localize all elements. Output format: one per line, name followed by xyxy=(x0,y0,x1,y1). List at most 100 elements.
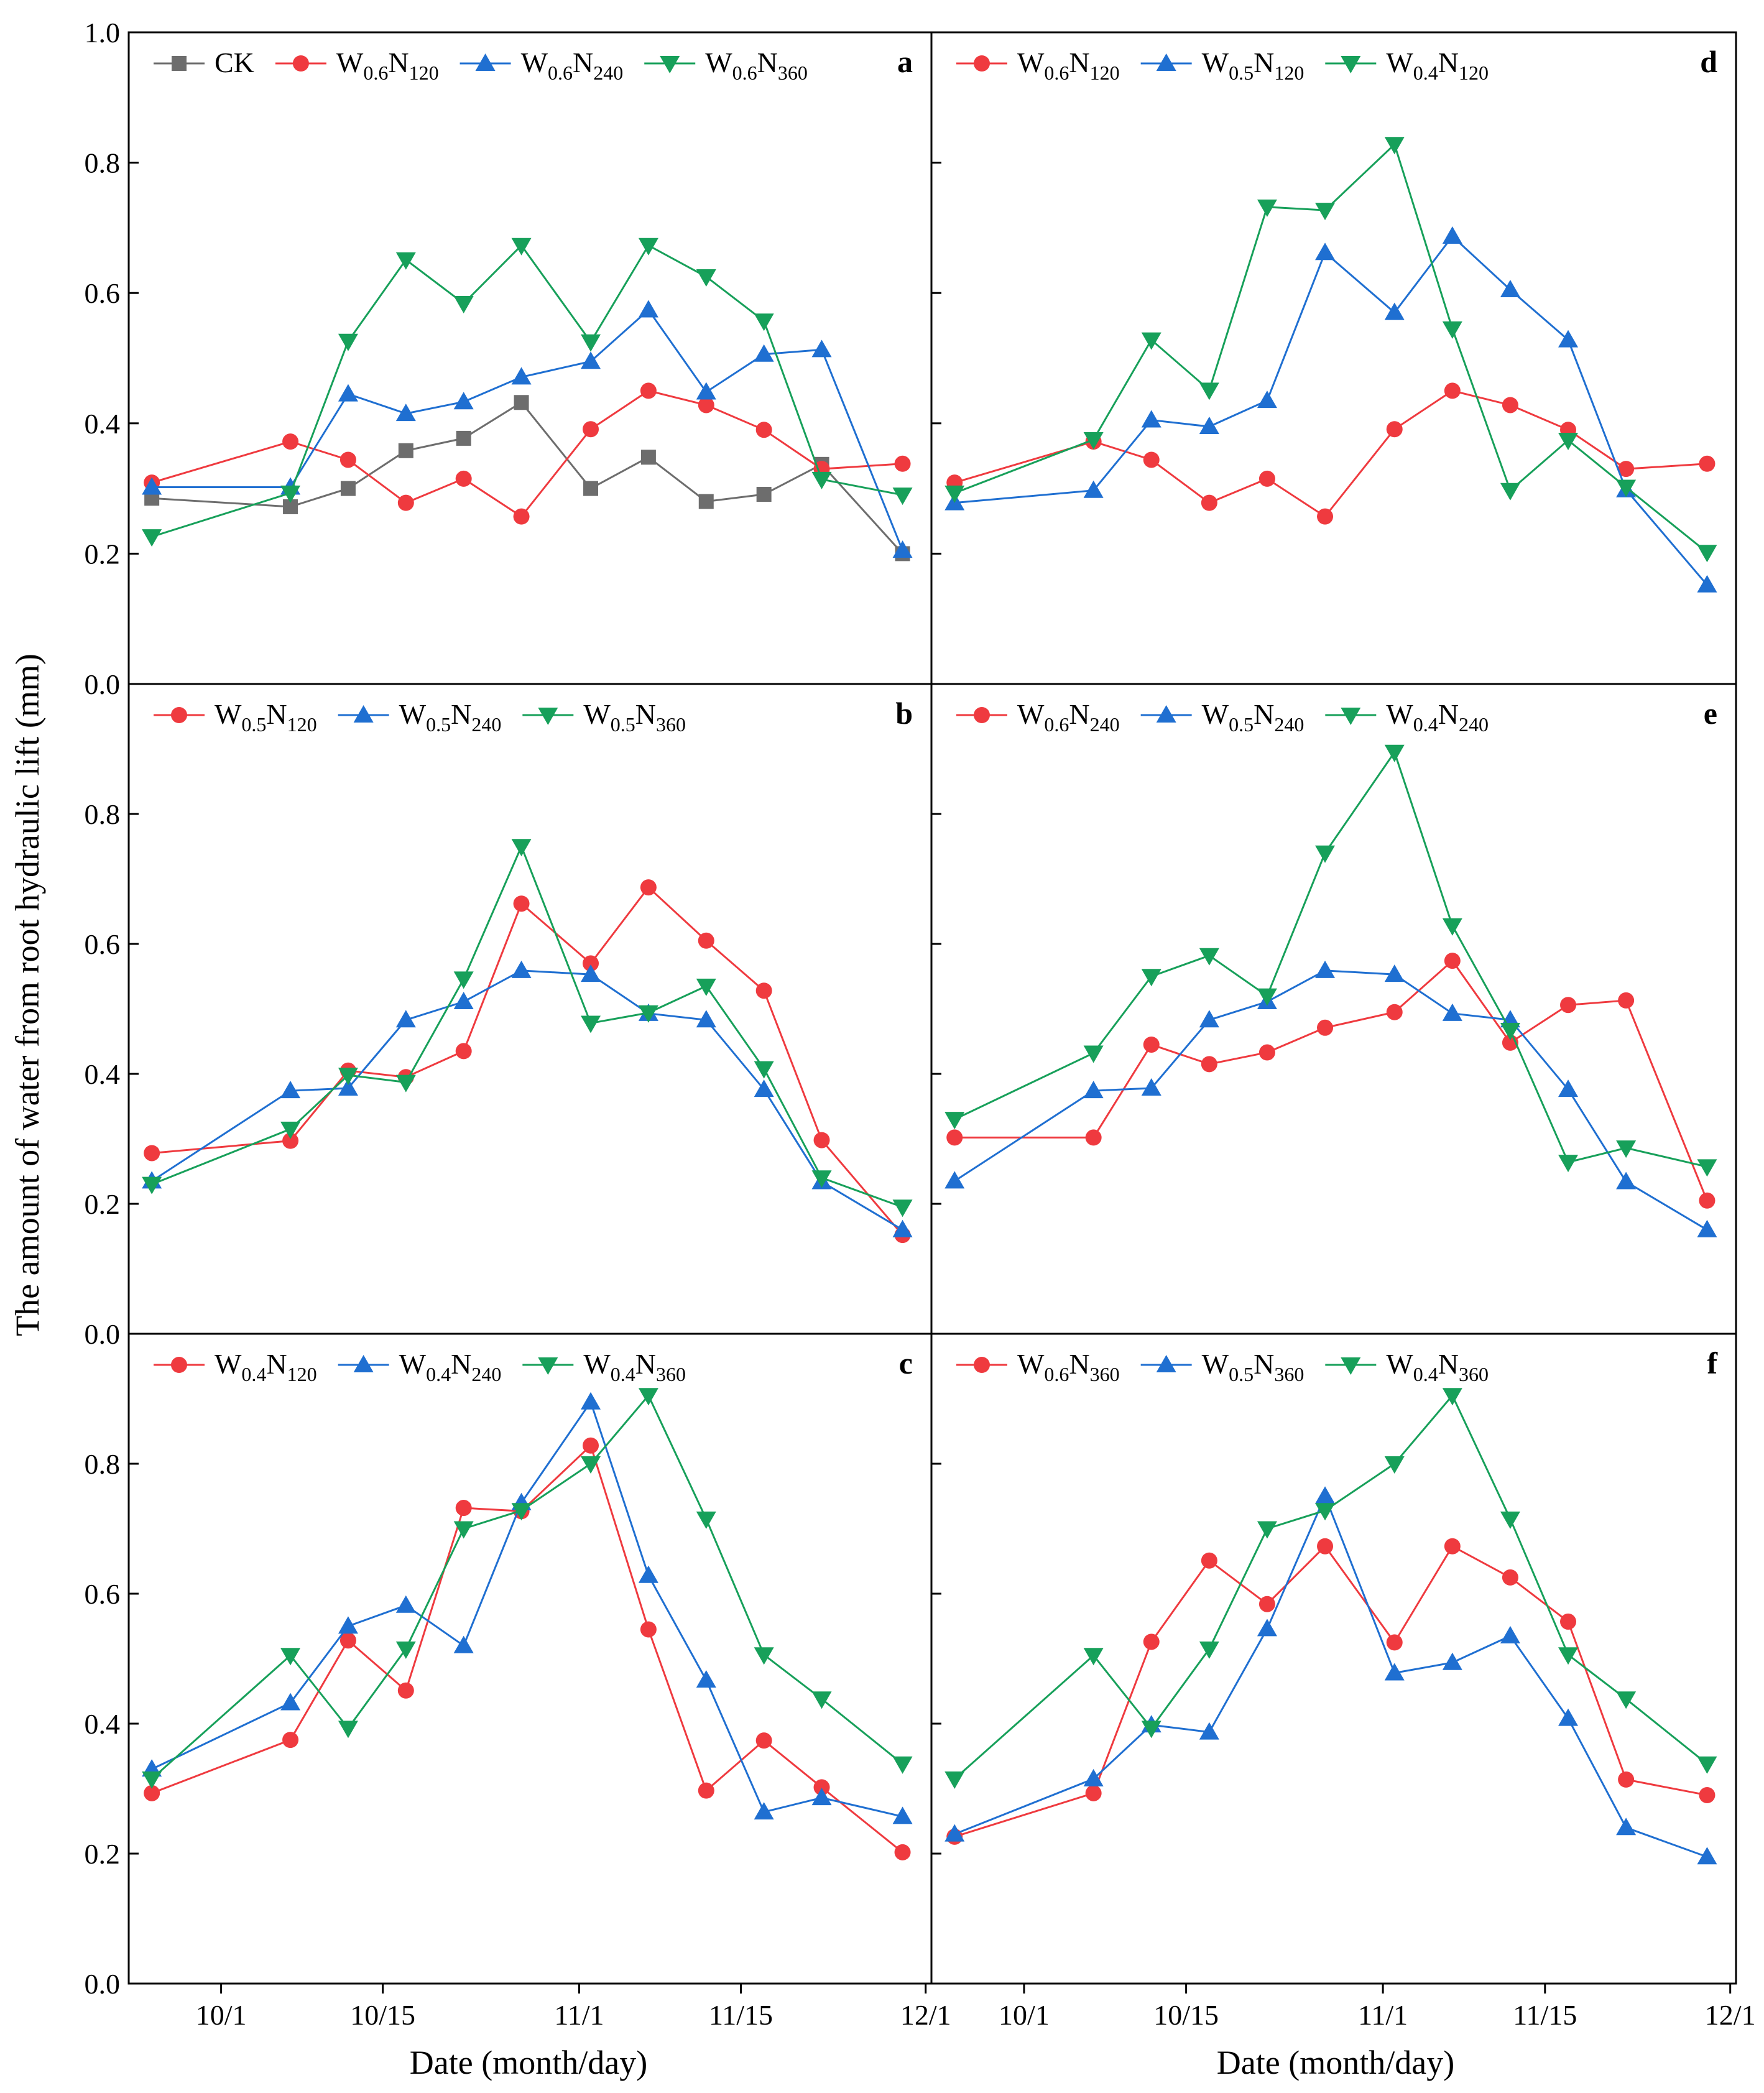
data-point xyxy=(1558,330,1579,348)
data-point xyxy=(1317,1538,1334,1555)
legend: CK W0.6N120 W0.6N240 W0.6N360 xyxy=(154,47,808,84)
x-tick-label: 11/1 xyxy=(554,1999,604,2031)
data-point xyxy=(894,455,911,472)
data-point xyxy=(1386,1634,1403,1651)
data-point xyxy=(1315,1503,1336,1521)
data-point xyxy=(1083,480,1104,498)
data-point xyxy=(811,340,832,358)
data-point xyxy=(1442,226,1462,244)
data-point xyxy=(398,443,413,458)
data-point xyxy=(944,1171,965,1189)
data-point xyxy=(395,404,416,422)
data-point xyxy=(1257,988,1277,1006)
data-point xyxy=(1199,948,1219,966)
data-point xyxy=(338,1078,358,1096)
data-point xyxy=(1616,1140,1637,1158)
data-point xyxy=(1083,1648,1104,1666)
data-point xyxy=(395,1074,416,1093)
data-point xyxy=(1317,1019,1334,1036)
data-point xyxy=(453,295,474,313)
data-point xyxy=(811,1170,832,1188)
data-point xyxy=(640,450,656,465)
data-point xyxy=(756,487,772,502)
legend-label: W0.6N240 xyxy=(521,47,624,84)
data-point xyxy=(944,485,965,503)
legend-label: W0.6N240 xyxy=(1017,698,1120,736)
series-line xyxy=(954,959,1708,1201)
series-line xyxy=(954,1545,1707,1838)
y-tick-label: 0.4 xyxy=(85,1058,121,1090)
series-line xyxy=(954,389,1707,518)
data-point xyxy=(1258,470,1275,487)
data-point xyxy=(1616,1818,1637,1836)
series-W0.4N240 xyxy=(142,1392,913,1824)
data-point xyxy=(455,470,472,487)
data-point xyxy=(1442,321,1462,339)
panel-c: 0.0 0.2 0.4 0.6 0.8 10/1 10/15 11/1 11/15 12/1 W0.… xyxy=(85,1333,951,2031)
data-point xyxy=(1699,455,1716,472)
data-point xyxy=(1257,1619,1277,1637)
legend-marker xyxy=(538,1357,558,1375)
data-point xyxy=(1560,1613,1577,1630)
series-line xyxy=(151,1444,903,1854)
data-point xyxy=(1257,390,1277,409)
data-point xyxy=(946,1129,963,1146)
data-point xyxy=(811,1788,832,1806)
data-point xyxy=(813,1779,830,1796)
data-point xyxy=(581,334,601,352)
data-point xyxy=(1558,1708,1579,1726)
data-point xyxy=(338,1068,358,1086)
series-line xyxy=(152,308,903,551)
y-axis-label: The amount of water from root hydraulic … xyxy=(9,654,46,1336)
data-point xyxy=(142,529,162,547)
data-point xyxy=(1143,1036,1160,1053)
legend-label: W0.4N360 xyxy=(583,1348,686,1385)
panel-letter: c xyxy=(899,1346,913,1380)
y-tick-label: 0.2 xyxy=(85,538,121,570)
series-line xyxy=(954,142,1708,553)
legend-marker xyxy=(172,56,187,71)
legend-label: W0.5N240 xyxy=(1202,698,1305,736)
data-point xyxy=(755,982,772,999)
data-point xyxy=(1315,1486,1336,1504)
data-point xyxy=(511,839,532,857)
data-point xyxy=(1616,1691,1637,1709)
x-axis-label-left: Date (month/day) xyxy=(410,2044,647,2081)
data-point xyxy=(513,895,530,912)
y-tick-label: 0.8 xyxy=(85,1448,121,1480)
data-point xyxy=(640,382,657,399)
data-point xyxy=(1618,1771,1635,1788)
x-tick-label: 10/15 xyxy=(350,1999,415,2031)
panel-letter: f xyxy=(1707,1346,1718,1380)
data-point xyxy=(338,384,358,402)
data-point xyxy=(1258,1044,1275,1061)
legend-marker xyxy=(171,707,187,723)
panel-f: 10/1 10/15 11/1 11/15 12/1W0.6N360 W0.5N360 W0… xyxy=(930,1333,1756,2031)
data-point xyxy=(581,1392,601,1410)
series-line xyxy=(954,969,1708,1231)
data-point xyxy=(395,1641,416,1659)
series-line xyxy=(152,401,903,555)
data-point xyxy=(1315,243,1336,261)
data-point xyxy=(280,1648,301,1666)
data-point xyxy=(1201,1056,1217,1073)
data-point xyxy=(754,1802,774,1820)
data-point xyxy=(1141,1721,1161,1739)
series-line xyxy=(152,885,903,1236)
data-point xyxy=(1141,969,1161,987)
series-line xyxy=(954,750,1707,1168)
data-point xyxy=(1558,433,1579,451)
x-tick-label: 10/15 xyxy=(1153,1999,1219,2031)
data-point xyxy=(1085,1129,1102,1146)
panel-letter: e xyxy=(1704,696,1717,731)
data-point xyxy=(1500,483,1520,501)
legend-label: W0.6N120 xyxy=(1017,47,1120,84)
data-point xyxy=(583,1437,599,1454)
data-point xyxy=(511,960,532,978)
x-tick-label: 11/15 xyxy=(1513,1999,1577,2031)
x-tick-label: 11/1 xyxy=(1358,1999,1408,2031)
data-point xyxy=(813,1132,830,1148)
panel-letter: d xyxy=(1700,44,1717,79)
data-point xyxy=(1500,1022,1520,1040)
series-W0.5N120 xyxy=(944,226,1717,593)
